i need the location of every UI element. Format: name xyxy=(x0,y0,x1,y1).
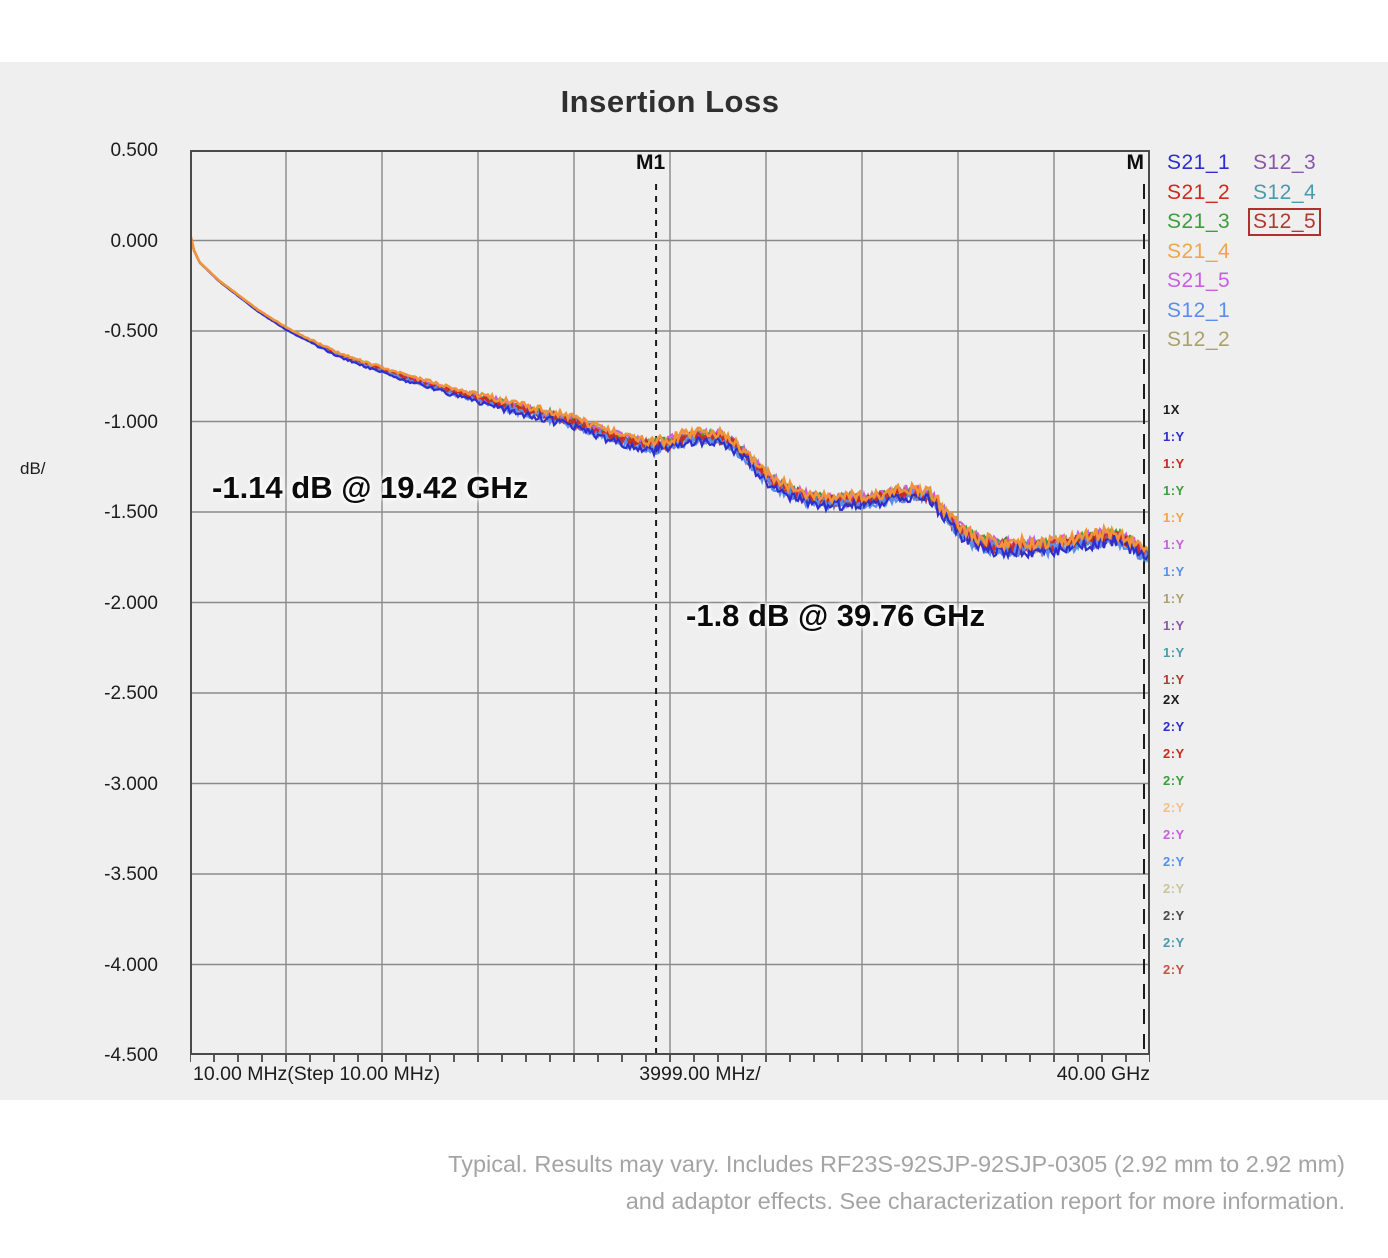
y-tick-label: -2.000 xyxy=(104,592,158,614)
legend-item-S21_2[interactable]: S21_2 xyxy=(1167,180,1231,204)
marker-readout-1:Y: 1:Y xyxy=(1163,672,1185,687)
marker-readout-2:Y: 2:Y xyxy=(1163,746,1185,761)
legend-item-S12_1[interactable]: S12_1 xyxy=(1167,298,1231,322)
marker-readout-2:Y: 2:Y xyxy=(1163,854,1185,869)
chart-title: Insertion Loss xyxy=(560,84,780,119)
legend-item-S21_5[interactable]: S21_5 xyxy=(1167,269,1231,292)
trace-S21_4 xyxy=(190,233,1150,553)
y-tick-label: -1.000 xyxy=(104,411,158,433)
marker-m2-label[interactable]: M xyxy=(1126,151,1145,174)
y-tick-label: -3.000 xyxy=(104,773,158,795)
marker-readout-1:Y: 1:Y xyxy=(1163,456,1185,471)
footnote-line-1: Typical. Results may vary. Includes RF23… xyxy=(448,1151,1345,1177)
marker-readout-2:Y: 2:Y xyxy=(1163,719,1185,734)
legend-item-S21_4[interactable]: S21_4 xyxy=(1167,239,1231,263)
plot-area xyxy=(190,150,1150,1063)
legend-item-S21_1[interactable]: S21_1 xyxy=(1167,151,1231,174)
marker-readout-1:Y: 1:Y xyxy=(1163,618,1185,633)
y-tick-label: -1.500 xyxy=(104,502,158,523)
marker-readout-2:Y: 2:Y xyxy=(1163,962,1185,977)
marker-readout-2X: 2X xyxy=(1163,692,1180,707)
y-tick-label: 0.000 xyxy=(110,230,158,252)
marker-readout-2:Y: 2:Y xyxy=(1163,908,1185,923)
legend-item-S21_3[interactable]: S21_3 xyxy=(1167,210,1231,233)
footnote-caption: Typical. Results may vary. Includes RF23… xyxy=(448,1146,1345,1220)
y-tick-label: 0.500 xyxy=(110,140,158,161)
marker-readout-1X: 1X xyxy=(1163,402,1180,417)
marker-readout-1:Y: 1:Y xyxy=(1163,645,1185,660)
chart-panel xyxy=(0,62,1388,1100)
x-axis-label-step: 3999.00 MHz/ xyxy=(639,1063,761,1085)
annotation-m2-value: -1.8 dB @ 39.76 GHz xyxy=(686,598,985,633)
y-axis-unit-label: dB/ xyxy=(20,459,46,478)
marker-readout-1:Y: 1:Y xyxy=(1163,510,1185,525)
marker-readout-1:Y: 1:Y xyxy=(1163,591,1185,606)
footnote-line-2: and adaptor effects. See characterizatio… xyxy=(625,1188,1345,1214)
x-axis-label-start: 10.00 MHz(Step 10.00 MHz) xyxy=(193,1063,441,1085)
marker-readout-1:Y: 1:Y xyxy=(1163,564,1185,579)
marker-readout-1:Y: 1:Y xyxy=(1163,483,1185,498)
legend-item-S12_3[interactable]: S12_3 xyxy=(1253,151,1317,174)
marker-readout-2:Y: 2:Y xyxy=(1163,773,1185,788)
x-axis-label-stop: 40.00 GHz xyxy=(1056,1063,1150,1085)
marker-readout-2:Y: 2:Y xyxy=(1163,800,1185,815)
y-tick-label: -4.500 xyxy=(104,1045,158,1066)
y-tick-label: -0.500 xyxy=(104,321,158,342)
y-tick-label: -3.500 xyxy=(104,864,158,885)
plot-canvas xyxy=(190,150,1150,1062)
legend-item-S12_5[interactable]: S12_5 xyxy=(1248,208,1322,236)
marker-readout-1:Y: 1:Y xyxy=(1163,429,1185,444)
legend-item-S12_4[interactable]: S12_4 xyxy=(1253,180,1317,204)
marker-readout-2:Y: 2:Y xyxy=(1163,881,1185,896)
legend-item-S12_2[interactable]: S12_2 xyxy=(1167,328,1231,351)
marker-readout-1:Y: 1:Y xyxy=(1163,537,1185,552)
trace-S21_1 xyxy=(190,233,1150,561)
marker-m1-label[interactable]: M1 xyxy=(636,151,666,174)
marker-readout-2:Y: 2:Y xyxy=(1163,935,1185,950)
annotation-m1-value: -1.14 dB @ 19.42 GHz xyxy=(212,470,529,505)
y-tick-label: -4.000 xyxy=(104,954,158,976)
y-tick-label: -2.500 xyxy=(104,683,158,704)
marker-readout-2:Y: 2:Y xyxy=(1163,827,1185,842)
